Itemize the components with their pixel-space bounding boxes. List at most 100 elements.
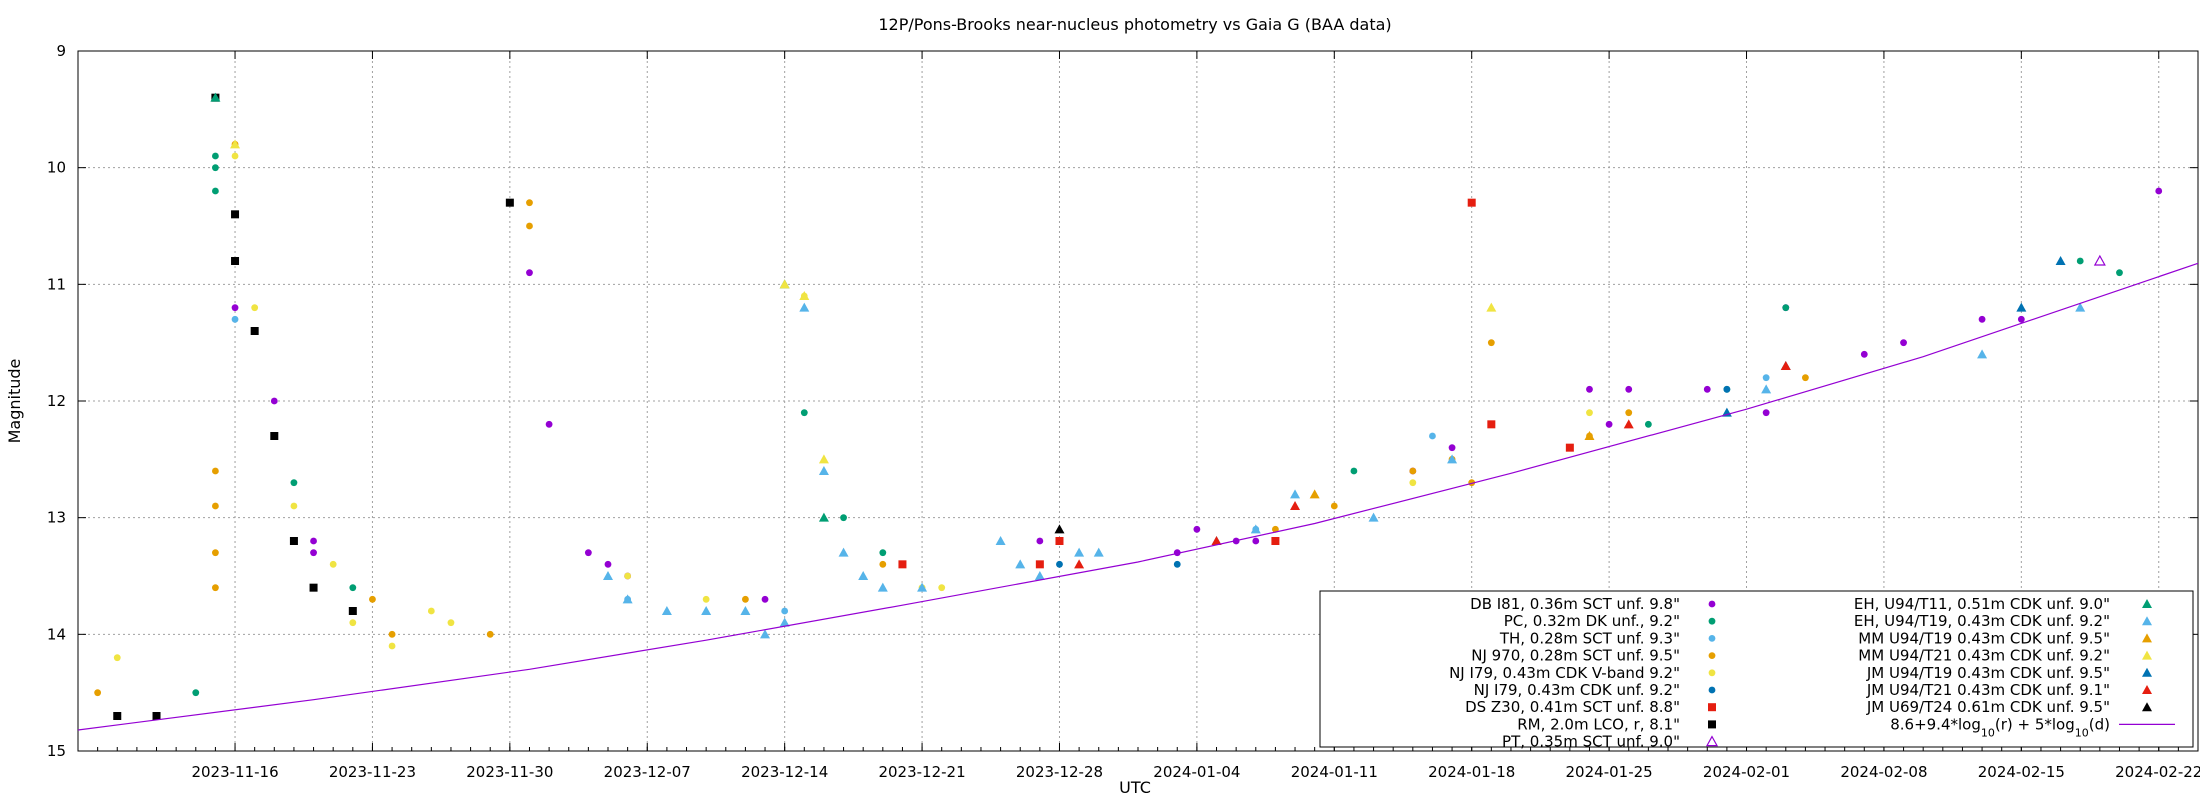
data-point (1860, 350, 1868, 358)
legend-symbol (1708, 600, 1716, 608)
data-point (1623, 419, 1634, 429)
x-tick-label: 2023-12-21 (878, 763, 965, 781)
data-point (310, 537, 317, 545)
legend-symbol (1708, 703, 1716, 712)
data-point (212, 152, 219, 160)
data-point (1074, 547, 1085, 557)
series-8 (2093, 254, 2106, 266)
data-point (251, 304, 259, 312)
y-tick-label: 9 (56, 42, 66, 60)
data-point (779, 617, 790, 627)
data-point (2075, 302, 2086, 312)
data-point (1802, 374, 1809, 382)
data-point (1978, 315, 1986, 323)
data-point (290, 502, 298, 510)
legend-symbol (2142, 650, 2152, 660)
data-point (879, 560, 887, 568)
data-point (603, 571, 613, 580)
data-point (1467, 198, 1476, 207)
series-12 (230, 139, 1497, 464)
data-point (1703, 385, 1711, 393)
data-point (192, 689, 200, 697)
data-point (818, 512, 829, 522)
data-point (1486, 302, 1497, 312)
data-point (1625, 385, 1633, 393)
legend-entry: TH, 0.28m SCT unf. 9.3" (1499, 629, 1716, 647)
series-13 (1721, 256, 2066, 417)
data-point (526, 199, 533, 207)
legend-label: 8.6+9.4*log10(r) + 5*log10(d) (1890, 715, 2110, 739)
y-tick-label: 15 (47, 742, 66, 760)
data-point (289, 537, 298, 545)
data-point (2116, 269, 2123, 277)
series-5 (1056, 385, 1731, 568)
data-point (1350, 467, 1358, 475)
x-axis-label: UTC (1119, 778, 1151, 797)
data-point (1409, 479, 1417, 487)
legend-label-part: (r) + 5*log (1995, 715, 2075, 733)
legend-symbol (2142, 633, 2152, 643)
legend-entry: PT, 0.35m SCT unf. 9.0" (1502, 733, 1719, 751)
data-point (1252, 537, 1260, 545)
x-tick-label: 2024-02-01 (1703, 763, 1790, 781)
data-point (2155, 187, 2163, 195)
legend-label: NJ I79, 0.43m CDK V-band 9.2" (1449, 664, 1680, 682)
data-point (212, 502, 219, 510)
data-point (94, 689, 102, 697)
data-point (329, 560, 337, 568)
data-point (1211, 536, 1222, 545)
data-point (1586, 385, 1593, 393)
data-point (740, 606, 751, 615)
x-axis: 2023-11-16 2023-11-23 2023-11-30 2023-12-07… (77, 51, 2200, 781)
data-point (995, 536, 1006, 545)
data-point (1054, 524, 1065, 534)
data-point (877, 582, 888, 592)
x-tick-label: 2023-11-30 (466, 763, 553, 781)
data-point (113, 654, 121, 662)
data-point (349, 619, 357, 627)
data-point (1565, 443, 1574, 452)
data-point (840, 514, 847, 522)
legend-symbol (1708, 635, 1716, 642)
data-point (231, 152, 239, 160)
data-point (1173, 560, 1181, 568)
data-point (938, 584, 946, 592)
legend-label: DS Z30, 0.41m SCT unf. 8.8" (1465, 698, 1680, 716)
legend-symbol (1708, 686, 1716, 694)
data-point (290, 479, 298, 487)
legend-symbol (1705, 735, 1719, 747)
data-point (858, 571, 869, 580)
legend-label: JM U94/T19 0.43m CDK unf. 9.5" (1866, 664, 2110, 682)
plot-area (77, 92, 2199, 731)
data-point (1625, 409, 1633, 417)
data-point (1055, 537, 1064, 545)
x-tick-label: 2024-01-18 (1428, 763, 1515, 781)
legend-symbol (1708, 617, 1716, 625)
x-tick-label: 2024-01-25 (1566, 763, 1653, 781)
legend-entry: DS Z30, 0.41m SCT unf. 8.8" (1465, 698, 1716, 716)
data-point (1272, 525, 1279, 533)
legend-box (1319, 590, 2194, 748)
data-point (1290, 501, 1301, 510)
data-point (1584, 431, 1595, 440)
x-tick-label: 2023-11-23 (329, 763, 416, 781)
legend-label: JM U94/T21 0.43m CDK unf. 9.1" (1866, 681, 2110, 699)
data-point (1290, 489, 1301, 499)
data-point (526, 269, 533, 277)
legend-symbol (2142, 599, 2152, 608)
data-point (1074, 559, 1085, 569)
data-point (270, 397, 278, 405)
data-point (1762, 409, 1770, 417)
legend-entry: EH, U94/T19, 0.43m CDK unf. 9.2" (1854, 612, 2152, 630)
data-point (1761, 384, 1772, 394)
data-point (800, 409, 808, 417)
data-point (231, 304, 239, 312)
data-point (1723, 385, 1731, 393)
series-6 (898, 198, 1574, 569)
data-point (250, 327, 259, 335)
legend-label-part: 10 (1981, 726, 1995, 739)
data-point (1447, 454, 1458, 464)
data-point (917, 582, 928, 592)
data-point (661, 606, 672, 615)
